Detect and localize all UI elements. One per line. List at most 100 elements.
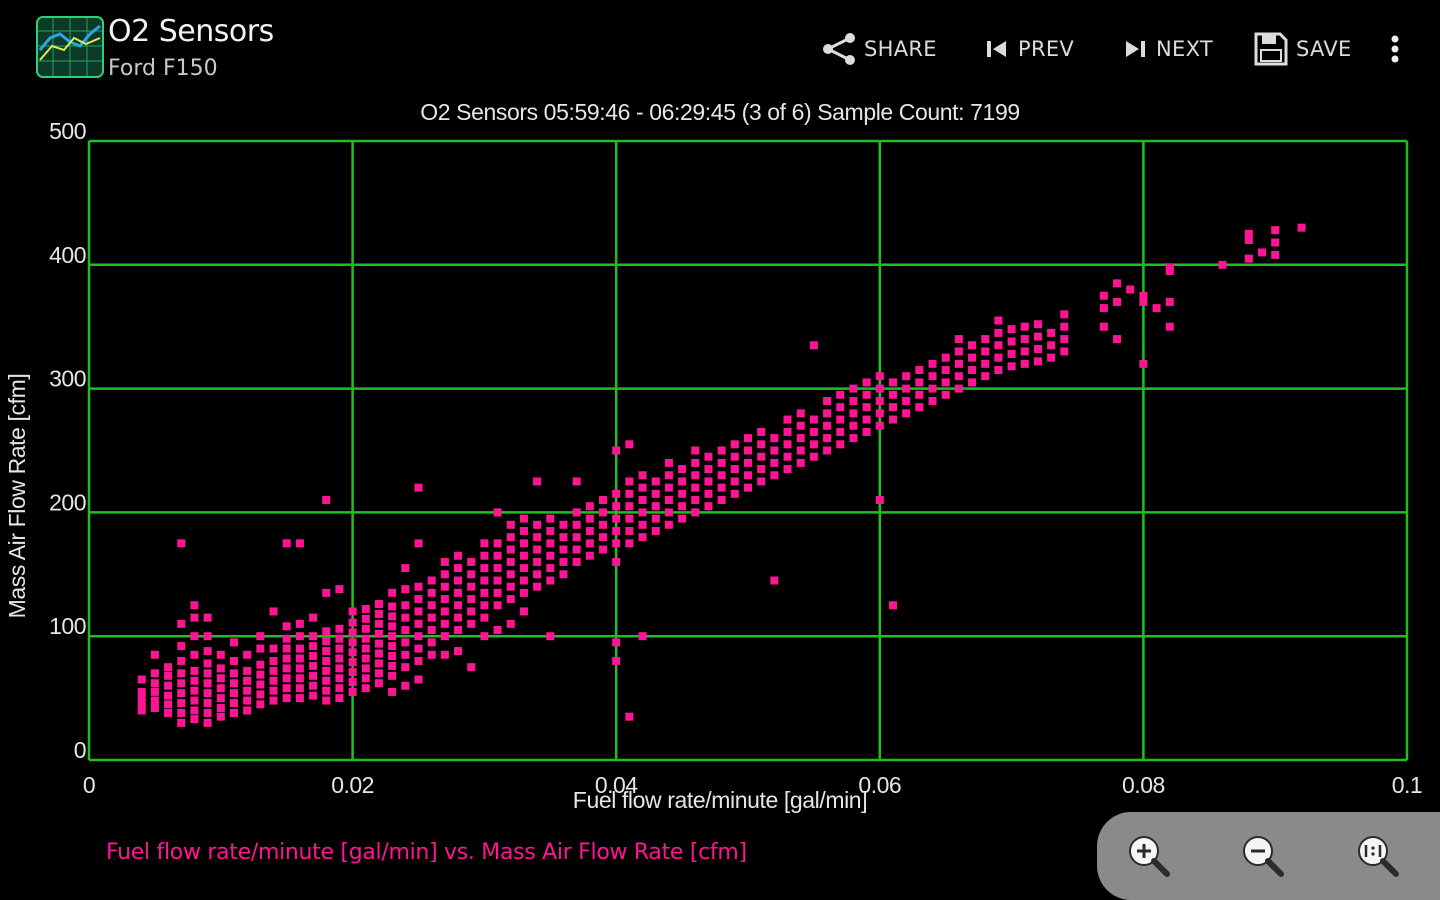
scatter-point bbox=[216, 674, 225, 683]
chart-canvas[interactable]: O2 Sensors 05:59:46 - 06:29:45 (3 of 6) … bbox=[0, 96, 1440, 816]
scatter-point bbox=[203, 708, 212, 717]
scatter-point bbox=[625, 514, 634, 523]
scatter-point bbox=[664, 508, 673, 517]
scatter-point bbox=[177, 718, 186, 727]
scatter-point bbox=[796, 446, 805, 455]
scatter-point bbox=[309, 652, 318, 661]
scatter-point bbox=[533, 570, 542, 579]
scatter-point bbox=[783, 440, 792, 449]
scatter-point bbox=[440, 632, 449, 641]
scatter-point bbox=[519, 576, 528, 585]
scatter-point bbox=[190, 632, 199, 641]
zoom-out-button[interactable] bbox=[1237, 830, 1289, 882]
scatter-point bbox=[928, 384, 937, 393]
zoom-in-icon bbox=[1129, 836, 1170, 877]
share-button[interactable]: SHARE bbox=[820, 30, 937, 68]
scatter-point bbox=[480, 588, 489, 597]
scatter-point bbox=[295, 644, 304, 653]
scatter-point bbox=[559, 533, 568, 542]
y-axis-label: Mass Air Flow Rate [cfm] bbox=[4, 374, 30, 619]
scatter-point bbox=[981, 372, 990, 381]
scatter-point bbox=[519, 607, 528, 616]
scatter-point bbox=[322, 656, 331, 665]
scatter-point bbox=[559, 520, 568, 529]
zoom-controls bbox=[1097, 812, 1440, 900]
scatter-point bbox=[335, 664, 344, 673]
scatter-point bbox=[809, 415, 818, 424]
scatter-point bbox=[1020, 347, 1029, 356]
next-button[interactable]: NEXT bbox=[1120, 30, 1213, 68]
scatter-point bbox=[638, 508, 647, 517]
zoom-in-button[interactable] bbox=[1123, 830, 1175, 882]
scatter-point bbox=[664, 520, 673, 529]
scatter-point bbox=[1139, 297, 1148, 306]
scatter-point bbox=[480, 576, 489, 585]
scatter-point bbox=[388, 602, 397, 611]
graph-app-icon[interactable] bbox=[36, 16, 104, 78]
scatter-point bbox=[414, 595, 423, 604]
scatter-point bbox=[348, 668, 357, 677]
scatter-point bbox=[612, 446, 621, 455]
scatter-point bbox=[467, 607, 476, 616]
scatter-point bbox=[467, 582, 476, 591]
scatter-point bbox=[638, 471, 647, 480]
scatter-point bbox=[150, 669, 159, 678]
scatter-point bbox=[282, 684, 291, 693]
prev-button[interactable]: PREV bbox=[982, 30, 1074, 68]
scatter-point bbox=[401, 663, 410, 672]
scatter-point bbox=[467, 595, 476, 604]
scatter-point bbox=[1271, 238, 1280, 247]
scatter-point bbox=[546, 514, 555, 523]
scatter-point bbox=[414, 483, 423, 492]
scatter-point bbox=[190, 650, 199, 659]
scatter-point bbox=[612, 638, 621, 647]
scatter-point bbox=[322, 627, 331, 636]
scatter-point bbox=[190, 666, 199, 675]
scatter-point bbox=[902, 396, 911, 405]
scatter-point bbox=[994, 366, 1003, 375]
scatter-point bbox=[836, 427, 845, 436]
scatter-point bbox=[256, 660, 265, 669]
scatter-point bbox=[348, 658, 357, 667]
scatter-point bbox=[374, 600, 383, 609]
scatter-point bbox=[282, 674, 291, 683]
scatter-point bbox=[150, 679, 159, 688]
zoom-reset-button[interactable] bbox=[1352, 830, 1404, 882]
scatter-point bbox=[309, 691, 318, 700]
scatter-point bbox=[1271, 250, 1280, 259]
scatter-point bbox=[744, 471, 752, 480]
scatter-point bbox=[335, 654, 344, 663]
scatter-point bbox=[269, 686, 278, 695]
scatter-point bbox=[243, 696, 252, 705]
scatter-point bbox=[572, 477, 581, 486]
scatter-point bbox=[664, 483, 673, 492]
scatter-point bbox=[374, 609, 383, 618]
scatter-point bbox=[638, 496, 647, 505]
scatter-point bbox=[216, 712, 225, 721]
scatter-point bbox=[374, 669, 383, 678]
save-button[interactable]: SAVE bbox=[1252, 30, 1352, 68]
scatter-point bbox=[941, 378, 950, 387]
scatter-point bbox=[493, 588, 502, 597]
scatter-point bbox=[440, 607, 449, 616]
scatter-chart[interactable]: O2 Sensors 05:59:46 - 06:29:45 (3 of 6) … bbox=[0, 96, 1440, 816]
scatter-point bbox=[1113, 279, 1122, 288]
scatter-point bbox=[480, 564, 489, 573]
scatter-point bbox=[533, 533, 542, 542]
scatter-point bbox=[599, 496, 608, 505]
overflow-menu-button[interactable] bbox=[1380, 30, 1410, 68]
scatter-point bbox=[981, 347, 990, 356]
scatter-point bbox=[401, 650, 410, 659]
scatter-point bbox=[1244, 229, 1253, 238]
scatter-point bbox=[862, 403, 871, 412]
scatter-point bbox=[1060, 335, 1069, 344]
scatter-point bbox=[1258, 248, 1267, 257]
scatter-point bbox=[1113, 297, 1122, 306]
scatter-point bbox=[862, 378, 871, 387]
scatter-point bbox=[783, 427, 792, 436]
scatter-point bbox=[730, 477, 739, 486]
scatter-point bbox=[467, 557, 476, 566]
scatter-point bbox=[164, 671, 173, 680]
scatter-point bbox=[664, 471, 673, 480]
scatter-point bbox=[401, 613, 410, 622]
